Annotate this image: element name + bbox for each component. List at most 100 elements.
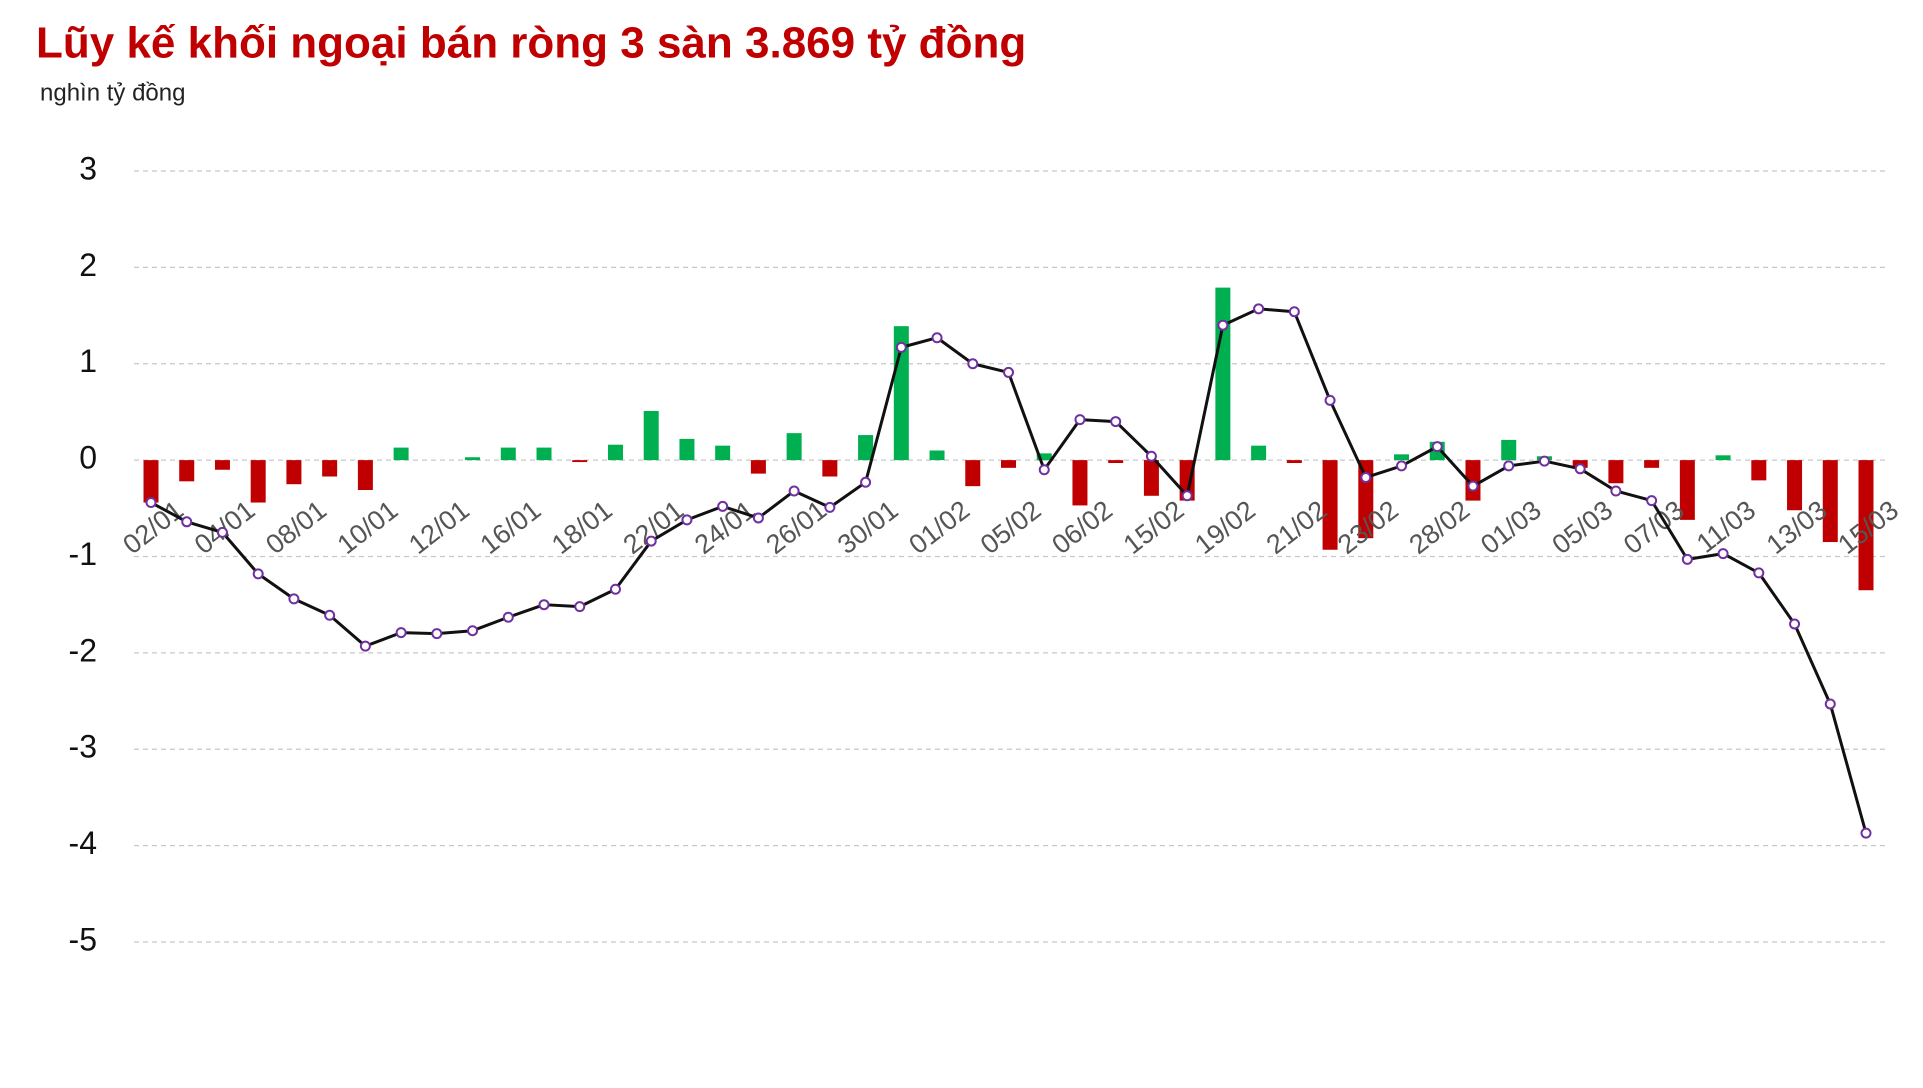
bar (143, 460, 159, 503)
line-marker (1789, 618, 1801, 630)
bar (536, 447, 552, 461)
y-tick-label: -2 (69, 632, 97, 668)
bar (1036, 453, 1052, 461)
bar (1644, 460, 1660, 468)
bar (1679, 460, 1695, 520)
bar (1215, 287, 1231, 461)
bar (858, 435, 874, 461)
bar (1322, 460, 1338, 550)
bar (250, 460, 266, 503)
bar (286, 460, 302, 485)
y-tick-label: -4 (69, 825, 97, 861)
line-marker (145, 497, 157, 509)
line-marker (1181, 490, 1193, 502)
bar (643, 410, 659, 461)
bar (1251, 445, 1267, 461)
bar (1286, 460, 1302, 464)
line-marker (252, 568, 264, 580)
x-tick-label: 12/01 (403, 495, 475, 560)
x-tick-label: 16/01 (475, 495, 547, 560)
bar (1001, 460, 1016, 468)
line-marker (395, 627, 407, 639)
line-marker (538, 599, 550, 611)
line-marker (502, 611, 514, 623)
bar (1072, 460, 1088, 506)
line-marker (1431, 441, 1443, 453)
line-marker (1145, 450, 1157, 462)
bar (1822, 460, 1838, 543)
line-marker (1860, 827, 1872, 839)
bar (607, 444, 623, 461)
line-marker (1467, 480, 1479, 492)
line-marker (860, 476, 872, 488)
bar (929, 450, 945, 461)
line-marker (645, 535, 657, 547)
bar (572, 460, 588, 463)
bar (786, 433, 802, 461)
bar (1501, 439, 1517, 461)
bar (1608, 460, 1624, 484)
line (150, 307, 1868, 834)
line-marker (216, 526, 228, 538)
line-marker (324, 609, 336, 621)
y-tick-label: -1 (69, 536, 97, 572)
x-tick-label: 01/02 (903, 495, 975, 560)
line-marker (1610, 485, 1622, 497)
bar (1108, 460, 1124, 464)
bar (214, 460, 230, 470)
line-marker (788, 485, 800, 497)
line-marker (1217, 319, 1229, 331)
line-marker (1503, 460, 1515, 472)
line-marker (1074, 414, 1086, 426)
line-marker (1360, 471, 1372, 483)
bar (1787, 460, 1803, 511)
line-marker (967, 358, 979, 370)
bar (1394, 454, 1410, 461)
line-marker (1288, 306, 1300, 318)
bar (1715, 455, 1731, 461)
bar (715, 445, 731, 461)
line-marker (609, 583, 621, 595)
x-tick-label: 18/01 (546, 495, 618, 560)
line-marker (1038, 464, 1050, 476)
bar (357, 460, 373, 491)
y-tick-label: 2 (79, 247, 97, 283)
line-marker (1753, 567, 1765, 579)
bar (322, 460, 338, 477)
line-marker (1396, 460, 1408, 472)
bar (500, 447, 516, 461)
line-marker (181, 516, 193, 528)
line-marker (574, 601, 586, 613)
chart-subtitle: nghìn tỷ đồng (40, 79, 185, 106)
x-tick-label: 08/01 (260, 495, 332, 560)
line-marker (681, 514, 693, 526)
line-marker (931, 332, 943, 344)
line-marker (1110, 416, 1122, 428)
line-marker (288, 593, 300, 605)
y-tick-label: -5 (69, 921, 97, 957)
y-tick-label: -3 (69, 729, 97, 765)
x-tick-label: 22/01 (618, 495, 690, 560)
bar (1143, 460, 1159, 496)
line-marker (717, 500, 729, 512)
line-marker (824, 501, 836, 513)
bar (679, 438, 695, 461)
bar (1465, 460, 1481, 501)
line-marker (752, 512, 764, 524)
bar (179, 460, 195, 482)
x-tick-label: 21/02 (1261, 495, 1333, 560)
line-marker (1324, 394, 1336, 406)
bar (750, 460, 766, 474)
line-marker (1681, 553, 1693, 565)
x-tick-label: 19/02 (1189, 495, 1261, 560)
chart-title: Lũy kế khối ngoại bán ròng 3 sàn 3.869 t… (36, 19, 1026, 68)
bar (965, 460, 981, 487)
line-marker (359, 640, 371, 652)
x-tick-label: 15/02 (1118, 495, 1190, 560)
bar (1858, 460, 1874, 591)
bar (465, 457, 481, 461)
y-tick-label: 0 (79, 440, 97, 476)
x-tick-label: 05/03 (1547, 495, 1619, 560)
line-marker (467, 625, 479, 637)
line-marker (1574, 463, 1586, 475)
